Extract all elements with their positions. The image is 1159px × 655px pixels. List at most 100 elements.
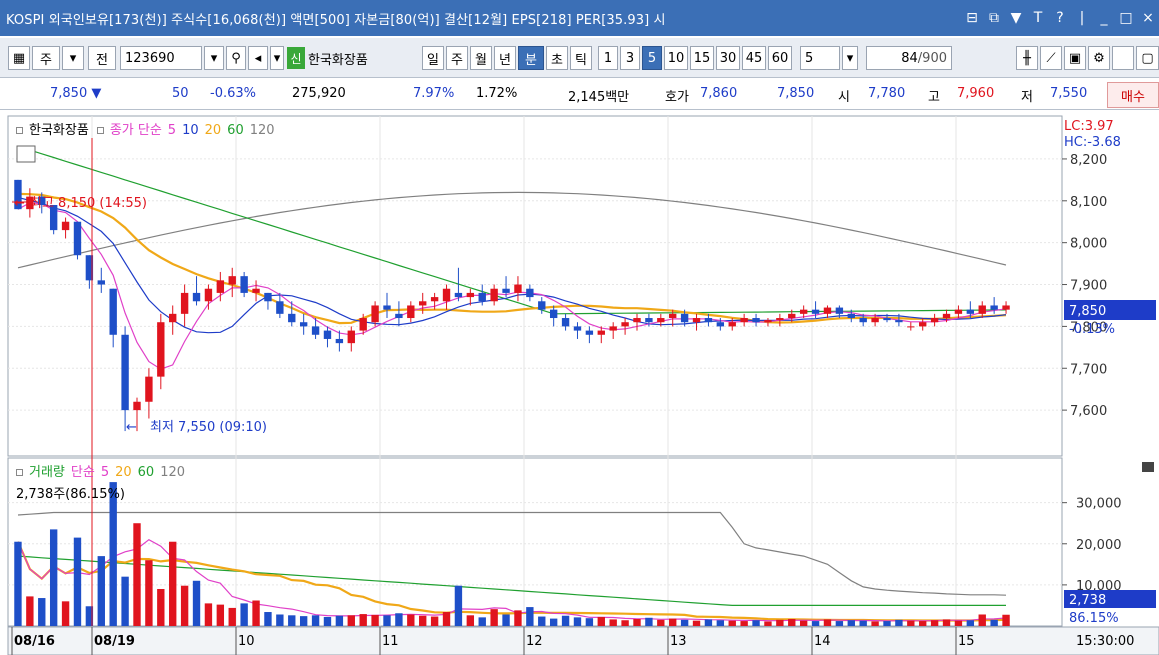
volume-bar <box>276 614 284 626</box>
candle-body <box>407 305 415 319</box>
volume-bar <box>645 617 653 626</box>
period-year-button[interactable]: 년 <box>494 46 516 70</box>
interval-30-button[interactable]: 30 <box>716 46 740 70</box>
period-month-button[interactable]: 월 <box>470 46 492 70</box>
chart-type-button[interactable]: ╫ <box>1016 46 1038 70</box>
interval-3-button[interactable]: 3 <box>620 46 640 70</box>
volume-bar <box>597 616 605 626</box>
draw-tool-button[interactable]: ⟋ <box>1040 46 1062 70</box>
legend-ma120: 120 <box>249 123 275 138</box>
candle-body <box>252 288 260 293</box>
candle-body <box>573 326 582 331</box>
period-minute-button[interactable]: 분 <box>518 46 544 70</box>
more-button[interactable]: ▢ <box>1136 46 1159 70</box>
stock-chart-svg[interactable]: 8,200 8,100 8,000 7,900 7,800 7,700 7,600 30,00… <box>0 112 1159 655</box>
minimize-icon[interactable]: _ <box>1100 10 1108 26</box>
checkbox-toggle[interactable] <box>1112 46 1134 70</box>
volume-bar <box>692 620 701 626</box>
period-week-label: 주 <box>451 52 463 68</box>
candle-body <box>85 255 94 281</box>
volume-bar <box>419 615 427 626</box>
interval-dropdown[interactable]: ▾ <box>842 46 858 70</box>
candle-body <box>419 301 427 306</box>
interval-select[interactable]: 5 <box>800 46 840 70</box>
period-tick-button[interactable]: 틱 <box>570 46 592 70</box>
volume-bar <box>454 585 463 626</box>
interval-10-button[interactable]: 10 <box>664 46 688 70</box>
interval-5-label: 5 <box>647 50 657 66</box>
settings-button[interactable]: ⚙ <box>1088 46 1110 70</box>
pin-icon[interactable]: ▼ <box>1010 10 1022 26</box>
volume-bar <box>966 620 975 626</box>
candle-body <box>895 320 903 323</box>
candle-body <box>609 326 617 331</box>
candle-body <box>1002 305 1010 310</box>
window-copy-icon[interactable]: ⧉ <box>989 10 999 26</box>
time-label: 15:30:00 <box>1076 634 1134 649</box>
x-tick-label: 14 <box>814 634 831 649</box>
chevron-down-icon: ▾ <box>210 50 218 66</box>
interval-5-button[interactable]: 5 <box>642 46 662 70</box>
interval-30-label: 30 <box>719 50 737 66</box>
volume-bar <box>526 607 534 626</box>
volume-bar <box>835 621 844 626</box>
current-pct-axis-label: -0.13% <box>1069 322 1115 337</box>
x-tick-label: 08/19 <box>94 634 135 649</box>
maximize-icon[interactable]: □ <box>1119 10 1133 26</box>
chevron-down-icon: ▾ <box>69 50 77 66</box>
code-dropdown[interactable]: ▾ <box>204 46 224 70</box>
volume-bar <box>502 614 510 626</box>
volume-ratio-1: 7.97% <box>413 86 455 101</box>
speaker-dropdown[interactable]: ▾ <box>270 46 284 70</box>
legend-box-icon <box>16 468 23 476</box>
panel-close-icon[interactable] <box>1142 462 1154 472</box>
interval-1-button[interactable]: 1 <box>598 46 618 70</box>
market-type-select[interactable]: 주 <box>32 46 60 70</box>
candle-body <box>133 401 141 411</box>
candle-body <box>942 313 951 319</box>
volume-bar <box>680 619 689 626</box>
vol-ma120-line <box>17 511 1007 596</box>
interval-45-button[interactable]: 45 <box>742 46 766 70</box>
interval-60-button[interactable]: 60 <box>768 46 792 70</box>
legend-vol-ma60: 60 <box>137 465 155 480</box>
min-annotation: ← 최저 7,550 (09:10) <box>126 420 267 435</box>
chart-area[interactable]: 8,200 8,100 8,000 7,900 7,800 7,700 7,600 30,00… <box>0 112 1159 655</box>
max-arrow: ← <box>14 196 25 211</box>
volume-bar <box>811 621 820 626</box>
save-icon: ▣ <box>1068 50 1082 66</box>
all-button[interactable]: 전 <box>88 46 116 70</box>
market-type-dropdown[interactable]: ▾ <box>62 46 84 70</box>
help-icon[interactable]: ? <box>1056 10 1064 26</box>
save-button[interactable]: ▣ <box>1064 46 1086 70</box>
speaker-button[interactable]: ◂ <box>248 46 268 70</box>
legend-box-icon <box>16 126 23 134</box>
buy-button[interactable]: 매수 <box>1107 82 1159 108</box>
price-tick-label: 8,100 <box>1070 195 1107 210</box>
volume-ratio-2: 1.72% <box>476 86 518 101</box>
candle-body <box>121 334 129 411</box>
search-button[interactable]: ⚲ <box>226 46 246 70</box>
volume-bar <box>216 604 225 626</box>
volume-bar <box>407 614 415 626</box>
stock-code-input[interactable]: 123690 <box>120 46 202 70</box>
calculator-icon[interactable] <box>16 145 36 163</box>
period-second-button[interactable]: 초 <box>546 46 568 70</box>
time-x-axis: 08/16 08/19 10 11 12 13 14 15 15:30:00 <box>7 626 1159 655</box>
period-day-button[interactable]: 일 <box>422 46 444 70</box>
volume-bar <box>288 615 296 626</box>
font-icon[interactable]: T <box>1033 10 1043 26</box>
window-split-icon[interactable]: ⊟ <box>966 10 978 26</box>
volume-bar <box>883 621 891 626</box>
price-tick-label: 7,900 <box>1070 279 1107 294</box>
close-icon[interactable]: × <box>1142 10 1154 26</box>
chart-settings-button[interactable]: ▦ <box>8 46 30 70</box>
period-week-button[interactable]: 주 <box>446 46 468 70</box>
volume-bar <box>145 560 153 626</box>
volume-bar <box>740 621 748 626</box>
volume-bar <box>538 616 546 626</box>
volume-bar <box>823 619 832 626</box>
candle-body <box>169 313 177 323</box>
count-input[interactable]: 84/900 <box>866 46 952 70</box>
interval-15-button[interactable]: 15 <box>690 46 714 70</box>
